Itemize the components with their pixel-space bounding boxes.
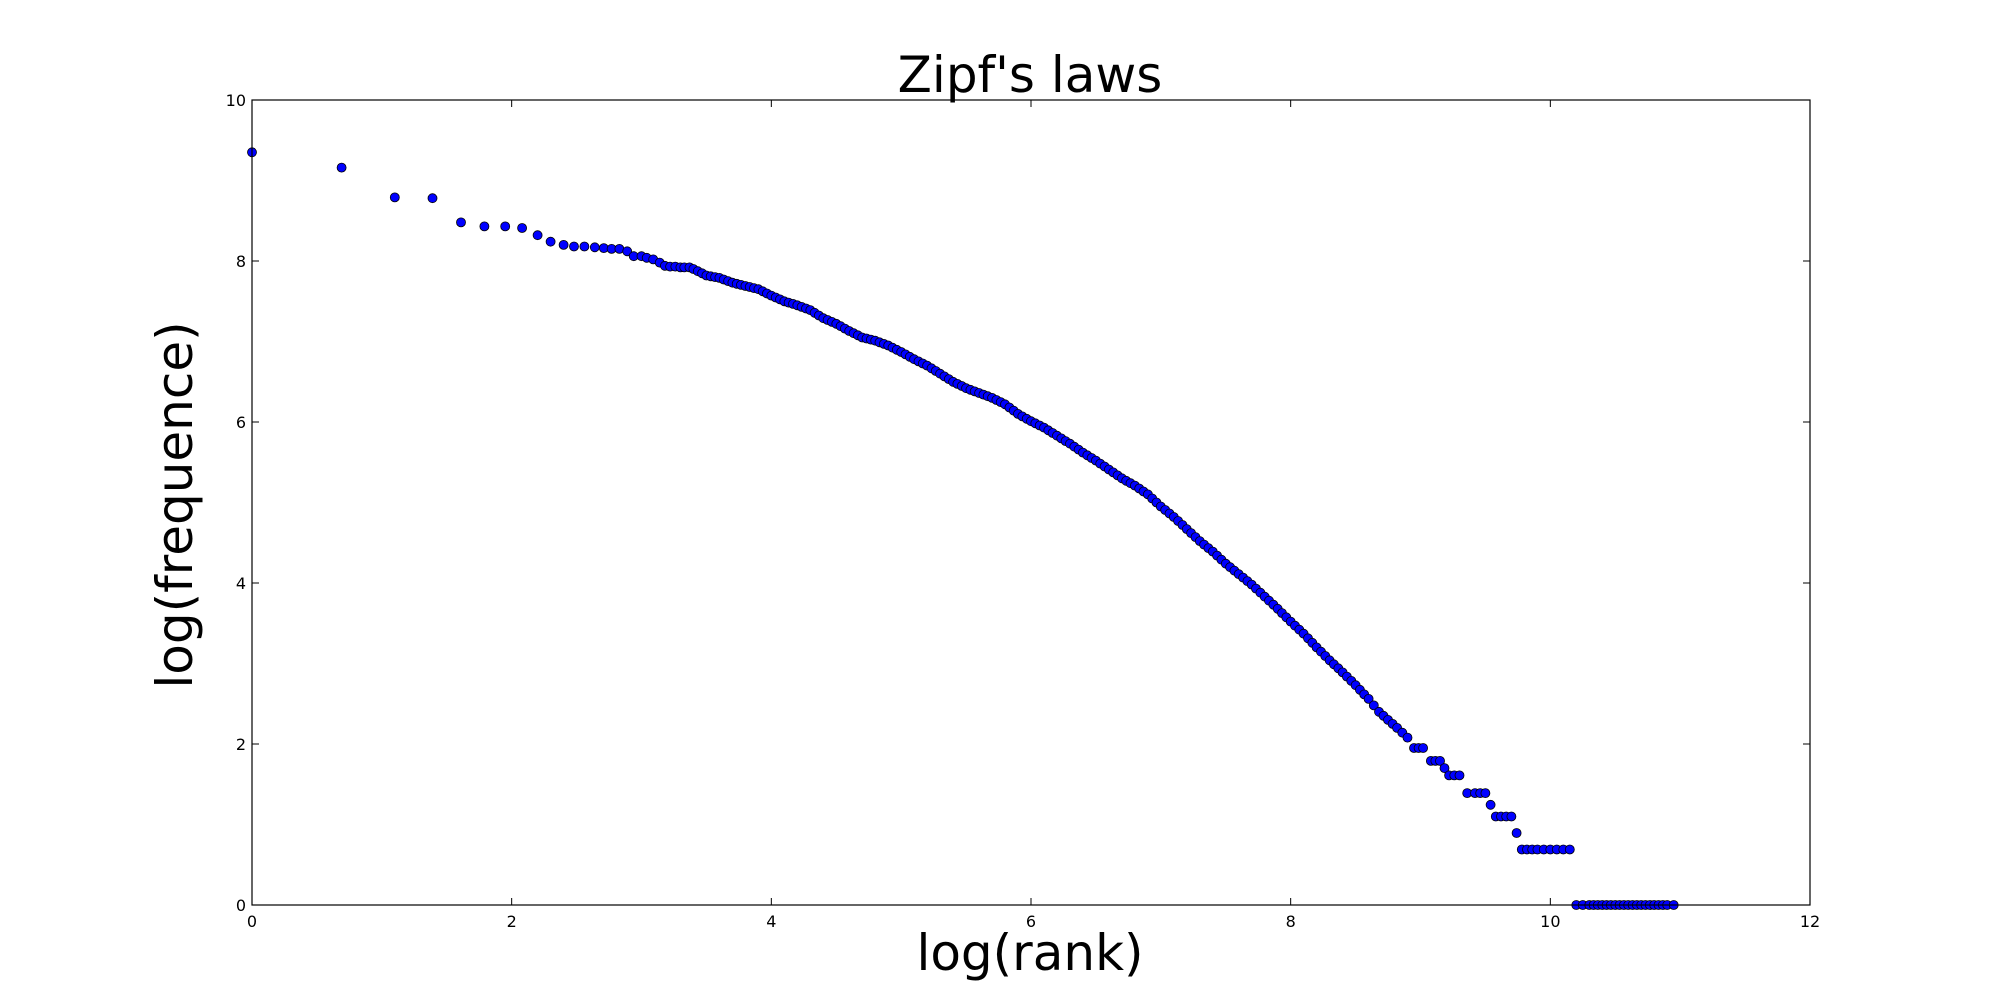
y-axis-label: log(frequence) bbox=[146, 321, 204, 688]
plot-frame bbox=[251, 99, 1811, 906]
data-point bbox=[589, 242, 600, 253]
y-tick-label: 8 bbox=[236, 252, 246, 271]
data-point bbox=[427, 193, 438, 204]
chart-title: Zipf's laws bbox=[898, 46, 1163, 104]
data-point bbox=[1439, 763, 1450, 773]
x-tick-label: 0 bbox=[247, 912, 257, 931]
data-point bbox=[622, 246, 633, 257]
x-tick-label: 4 bbox=[766, 912, 776, 931]
data-point bbox=[1368, 700, 1379, 711]
data-point bbox=[389, 192, 400, 203]
data-point bbox=[500, 221, 511, 232]
data-point bbox=[336, 162, 347, 173]
x-tick-label: 10 bbox=[1540, 912, 1560, 931]
data-point bbox=[1418, 743, 1428, 753]
y-tick-label: 2 bbox=[236, 735, 246, 754]
y-tick-label: 6 bbox=[236, 413, 246, 432]
data-point bbox=[1435, 756, 1445, 766]
y-tick-label: 4 bbox=[236, 574, 246, 593]
data-point bbox=[1485, 799, 1496, 810]
data-point bbox=[1511, 828, 1522, 838]
data-point bbox=[1454, 770, 1465, 781]
data-point bbox=[456, 217, 466, 228]
data-point bbox=[532, 230, 543, 241]
y-tick-label: 0 bbox=[236, 896, 246, 915]
y-tick-label: 10 bbox=[226, 91, 246, 110]
x-tick-label: 6 bbox=[1026, 912, 1036, 931]
data-point bbox=[1506, 811, 1517, 822]
x-tick-label: 8 bbox=[1286, 912, 1296, 931]
data-point bbox=[1480, 788, 1491, 798]
data-point bbox=[1564, 844, 1575, 855]
data-point bbox=[517, 223, 527, 233]
data-point bbox=[1363, 694, 1374, 704]
axes: 0 2 4 6 8 10 12 0 2 4 6 8 10 bbox=[226, 91, 1821, 931]
x-tick-label: 12 bbox=[1800, 912, 1820, 931]
x-tick-label: 2 bbox=[507, 912, 517, 931]
x-axis-label: log(rank) bbox=[916, 924, 1143, 982]
data-point bbox=[569, 241, 579, 252]
data-point bbox=[579, 241, 590, 252]
data-point bbox=[545, 236, 556, 247]
data-point bbox=[558, 239, 569, 250]
data-point bbox=[479, 221, 490, 232]
data-points bbox=[247, 147, 1679, 910]
data-point bbox=[1402, 732, 1413, 743]
